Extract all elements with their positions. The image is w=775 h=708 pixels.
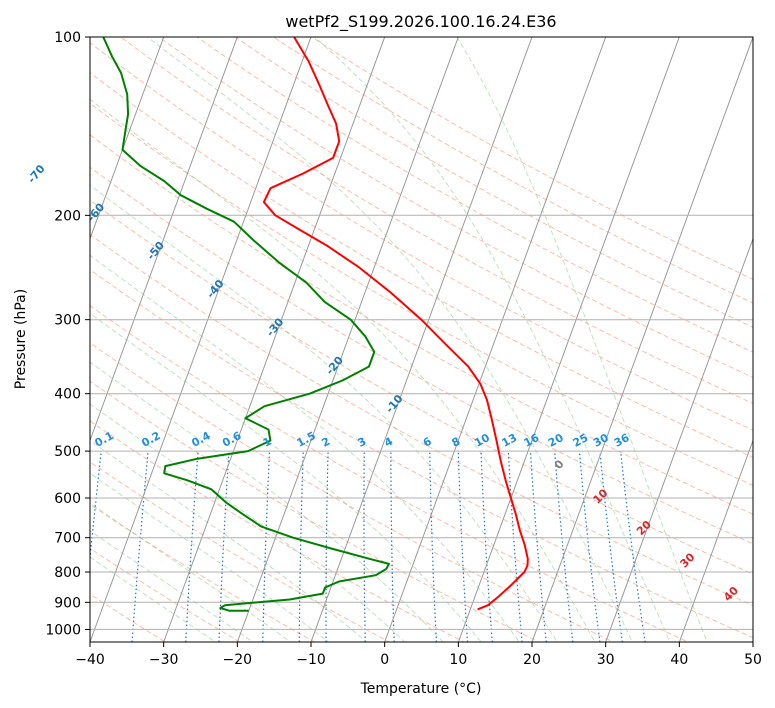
moist-adiabat-line xyxy=(90,98,596,642)
moist-adiabat-line xyxy=(90,439,368,642)
isotherm-line xyxy=(90,37,312,642)
dry-adiabat-line xyxy=(90,42,753,431)
moist-adiabat-line xyxy=(314,37,671,642)
mixing-ratio-line xyxy=(218,451,230,642)
dry-adiabat-line xyxy=(196,37,753,353)
moist-adiabat-line xyxy=(90,184,558,642)
mixing-ratio-line xyxy=(298,451,304,642)
dry-adiabat-line xyxy=(90,72,753,458)
x-tick-label: −20 xyxy=(223,652,253,668)
dry-adiabat-line xyxy=(234,37,753,328)
moist-adiabat-line xyxy=(90,556,217,642)
isotherm-line xyxy=(90,37,165,241)
isotherm-line xyxy=(163,37,386,642)
mixing-ratio-label: 20 xyxy=(546,431,566,450)
dry-adiabat-line xyxy=(90,102,753,486)
x-tick-label: 40 xyxy=(670,652,688,668)
isotherm-line xyxy=(236,37,459,642)
x-tick-label: −10 xyxy=(296,652,326,668)
y-tick-label: 500 xyxy=(54,444,81,460)
moist-adiabat-line xyxy=(90,530,254,642)
dry-adiabat-line xyxy=(90,269,753,639)
isotherm-line xyxy=(384,37,607,642)
x-tick-label: 20 xyxy=(523,652,541,668)
mixing-ratio-label: 16 xyxy=(522,431,542,450)
isotherm-line xyxy=(310,37,533,642)
dewpoint-line xyxy=(102,37,390,612)
x-tick-label: 30 xyxy=(597,652,615,668)
x-axis-title: Temperature (°C) xyxy=(360,681,482,697)
isotherm-line xyxy=(457,37,680,642)
chart-title: wetPf2_S199.2026.100.16.24.E36 xyxy=(285,12,556,32)
y-tick-label: 700 xyxy=(54,531,81,547)
dry-adiabat-line xyxy=(90,199,753,575)
mixing-ratio-line xyxy=(363,451,366,642)
dry-adiabat-line xyxy=(310,37,753,280)
mixing-ratio-label: 13 xyxy=(500,431,520,450)
mixing-ratio-label: 30 xyxy=(591,431,611,450)
mixing-ratio-line xyxy=(185,451,199,642)
plot-frame xyxy=(89,36,754,643)
mixing-ratio-label: 25 xyxy=(571,431,591,450)
mixing-ratio-line xyxy=(480,451,493,642)
dry-adiabat-line xyxy=(90,166,753,545)
mixing-ratio-label: 10 xyxy=(472,431,492,450)
y-tick-label: 100 xyxy=(54,30,81,46)
dry-adiabat-line xyxy=(272,37,753,304)
y-tick-label: 1000 xyxy=(45,622,81,638)
y-tick-label: 800 xyxy=(54,565,81,581)
isotherm-line xyxy=(531,37,753,642)
mixing-ratio-line xyxy=(429,451,438,642)
x-tick-label: −40 xyxy=(75,652,105,668)
x-tick-label: 10 xyxy=(449,652,467,668)
mixing-ratio-line xyxy=(390,451,395,642)
temperature-line xyxy=(262,37,529,611)
moist-adiabat-line xyxy=(90,254,520,642)
y-tick-label: 400 xyxy=(54,387,81,403)
x-tick-label: 50 xyxy=(744,652,762,668)
mixing-ratio-label: 36 xyxy=(612,431,632,450)
moist-adiabat-line xyxy=(90,403,406,642)
x-tick-label: 0 xyxy=(380,652,389,668)
moist-adiabat-line xyxy=(90,361,444,642)
y-axis-title: Pressure (hPa) xyxy=(13,289,29,389)
isotherm-line xyxy=(678,438,753,642)
isotherm-line xyxy=(605,237,753,642)
axis-ticks: −40 −30 −20 −10 0 10 20 30 40 50 100 200 300 400 500 60… xyxy=(45,30,762,668)
dry-adiabat-line xyxy=(119,37,753,405)
mixing-ratio-line xyxy=(457,451,469,642)
dry-adiabat-line xyxy=(90,380,540,642)
dry-adiabat-line xyxy=(158,37,753,379)
x-tick-label: −30 xyxy=(149,652,179,668)
dry-adiabat-line xyxy=(90,305,690,642)
y-tick-label: 900 xyxy=(54,595,81,611)
background-lines xyxy=(90,37,753,642)
isotherm-line xyxy=(90,37,238,442)
y-tick-label: 300 xyxy=(54,313,81,329)
mixing-ratio-line xyxy=(325,451,329,642)
dry-adiabat-line xyxy=(90,342,615,642)
mixing-ratio-line xyxy=(262,451,271,642)
y-tick-label: 200 xyxy=(54,208,81,224)
moist-adiabat-line xyxy=(146,37,633,642)
moist-adiabat-line xyxy=(90,312,482,642)
data-series xyxy=(102,37,529,612)
moist-adiabat-line xyxy=(456,37,708,642)
y-tick-label: 600 xyxy=(54,491,81,507)
